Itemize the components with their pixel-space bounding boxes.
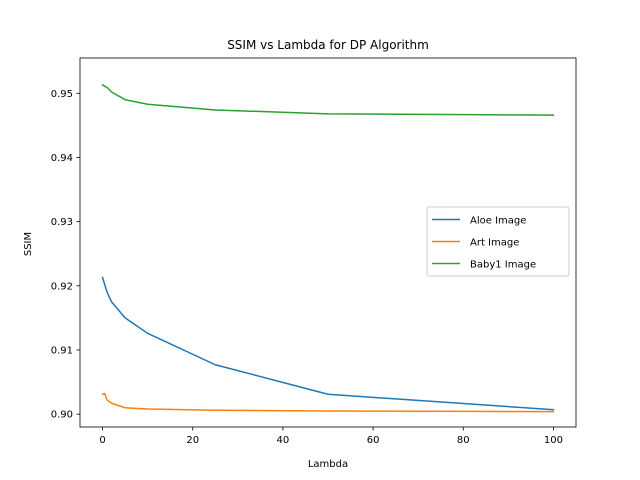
- y-tick-label: 0.92: [51, 281, 73, 292]
- series-line-art-image: [101, 392, 555, 413]
- y-axis-label: SSIM: [23, 232, 34, 256]
- x-tick-label: 60: [367, 435, 380, 446]
- series-line-baby1-image: [101, 83, 555, 116]
- y-tick-label: 0.95: [51, 89, 73, 100]
- x-tick-label: 40: [277, 435, 290, 446]
- legend: Aloe Image Art Image Baby1 Image: [426, 206, 570, 277]
- y-tick-label: 0.94: [51, 153, 73, 164]
- y-tick-label: 0.90: [51, 410, 73, 421]
- x-tick-label: 80: [457, 435, 470, 446]
- x-tick-label: 100: [544, 435, 563, 446]
- series-line-aloe-image: [101, 276, 555, 411]
- legend-label-art-image: Art Image: [470, 238, 519, 249]
- legend-label-baby1-image: Baby1 Image: [470, 260, 536, 271]
- y-tick-label: 0.93: [51, 217, 73, 228]
- x-tick-label: 20: [186, 435, 199, 446]
- legend-label-aloe-image: Aloe Image: [470, 216, 526, 227]
- x-tick-label: 0: [99, 435, 105, 446]
- plot-area: 0 20 40 60 80 100 0.90 0.91 0.92 0.93 0.94 0.95: [51, 57, 577, 446]
- chart-title: SSIM vs Lambda for DP Algorithm: [227, 38, 429, 52]
- y-tick-label: 0.91: [51, 345, 73, 356]
- x-axis-label: Lambda: [308, 459, 348, 470]
- axes-frame: [79, 57, 577, 428]
- legend-box: [426, 206, 570, 277]
